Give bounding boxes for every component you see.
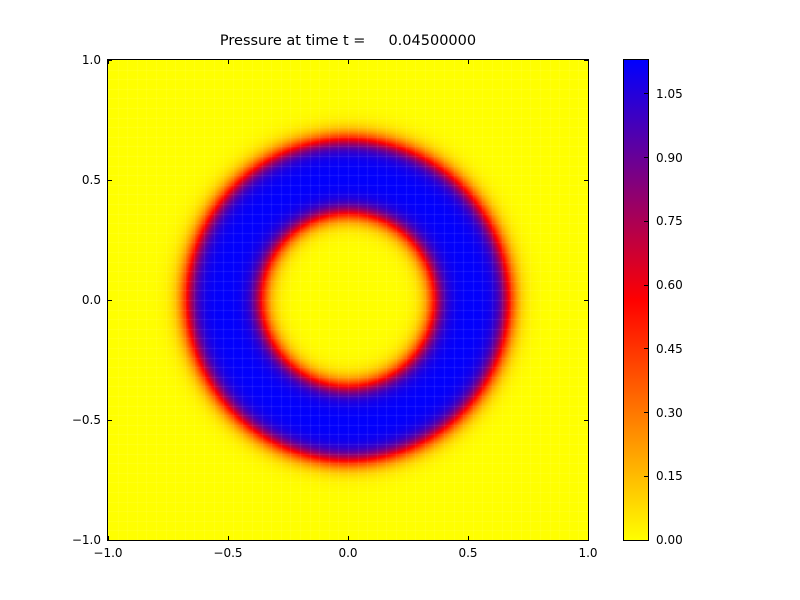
x-tick-mark xyxy=(467,536,469,540)
x-tick-label: −1.0 xyxy=(93,546,123,560)
colorbar-tick-label: 0.00 xyxy=(656,533,683,547)
chart-title: Pressure at time t = 0.04500000 xyxy=(219,33,477,49)
x-tick-mark xyxy=(227,536,229,540)
x-tick-label: 1.0 xyxy=(578,546,598,560)
y-tick-mark xyxy=(584,419,588,421)
x-tick-mark xyxy=(107,60,109,64)
colorbar-tick-mark xyxy=(644,475,648,477)
y-tick-mark xyxy=(584,179,588,181)
colorbar-tick-label: 0.45 xyxy=(656,341,683,356)
y-tick-mark xyxy=(108,299,112,301)
x-tick-label: −0.5 xyxy=(213,546,243,560)
x-tick-label: 0.0 xyxy=(338,546,358,560)
heatmap-canvas xyxy=(108,60,588,540)
x-tick-mark xyxy=(467,60,469,64)
x-tick-mark xyxy=(587,536,589,540)
y-tick-label: 1.0 xyxy=(81,53,101,67)
plot-border xyxy=(107,59,589,541)
y-tick-mark xyxy=(108,59,112,61)
colorbar-tick-mark xyxy=(644,220,648,222)
y-tick-mark xyxy=(108,179,112,181)
y-tick-mark xyxy=(108,539,112,541)
colorbar-tick-mark xyxy=(644,412,648,414)
colorbar-tick-label: 0.30 xyxy=(656,405,683,420)
y-tick-label: −0.5 xyxy=(71,413,101,427)
colorbar xyxy=(623,59,649,541)
colorbar-tick-mark xyxy=(644,284,648,286)
colorbar-tick-label: 0.60 xyxy=(656,278,683,293)
colorbar-tick-mark xyxy=(644,157,648,159)
colorbar-tick-label: 0.75 xyxy=(656,214,683,229)
y-tick-label: 0.5 xyxy=(81,173,101,187)
y-tick-mark xyxy=(108,419,112,421)
x-tick-mark xyxy=(347,536,349,540)
x-tick-mark xyxy=(107,536,109,540)
y-tick-label: −1.0 xyxy=(71,533,101,547)
x-tick-mark xyxy=(587,60,589,64)
y-tick-label: 0.0 xyxy=(81,293,101,307)
colorbar-tick-mark xyxy=(644,93,648,95)
x-tick-label: 0.5 xyxy=(458,546,478,560)
y-tick-mark xyxy=(584,59,588,61)
x-tick-mark xyxy=(227,60,229,64)
x-tick-mark xyxy=(347,60,349,64)
colorbar-tick-label: 0.15 xyxy=(656,469,683,484)
y-tick-mark xyxy=(584,299,588,301)
y-tick-mark xyxy=(584,539,588,541)
colorbar-tick-label: 1.05 xyxy=(656,86,683,101)
colorbar-tick-mark xyxy=(644,348,648,350)
colorbar-tick-label: 0.90 xyxy=(656,150,683,165)
colorbar-tick-mark xyxy=(644,539,648,541)
